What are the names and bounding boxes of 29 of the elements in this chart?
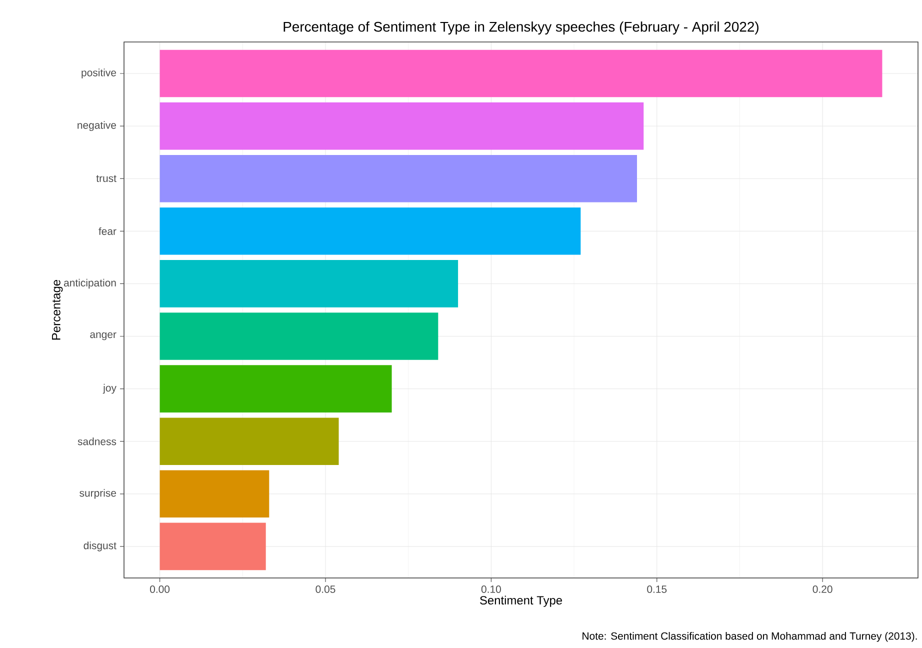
x-axis-title: Sentiment Type: [480, 596, 562, 607]
bar: [160, 365, 392, 412]
x-tick-label: 0.05: [316, 586, 336, 593]
bar: [160, 260, 458, 308]
y-tick-label: negative: [78, 121, 116, 131]
bar: [160, 418, 339, 466]
y-tick-label: anticipation: [64, 278, 116, 289]
bar: [160, 470, 270, 518]
x-tick-label: 0.10: [481, 586, 501, 593]
bar: [160, 522, 266, 570]
y-tick-label: trust: [96, 175, 116, 182]
x-tick-label: 0.00: [150, 586, 170, 593]
x-tick-label: 0.20: [812, 586, 832, 593]
x-tick-label: 0.15: [647, 586, 667, 593]
bar: [160, 50, 882, 98]
bar: [160, 154, 637, 202]
bar: [160, 208, 581, 255]
y-tick-label: surprise: [80, 489, 116, 499]
y-tick-label: anger: [90, 332, 116, 340]
bar: [160, 312, 438, 360]
y-tick-label: joy: [102, 384, 116, 394]
y-axis-title: Percentage: [52, 280, 63, 340]
y-tick-label: positive: [82, 68, 116, 78]
y-tick-label: disgust: [84, 542, 116, 552]
bar: [160, 102, 644, 150]
text: Note: Sentiment Classification based on Mohammad and Turney (2013).: [582, 632, 917, 642]
y-tick-label: fear: [98, 227, 116, 235]
y-tick-label: sadness: [78, 438, 116, 446]
chart-title: Percentage of Sentiment Type in Zelenskyy speeches (February - April 2022): [284, 21, 758, 34]
